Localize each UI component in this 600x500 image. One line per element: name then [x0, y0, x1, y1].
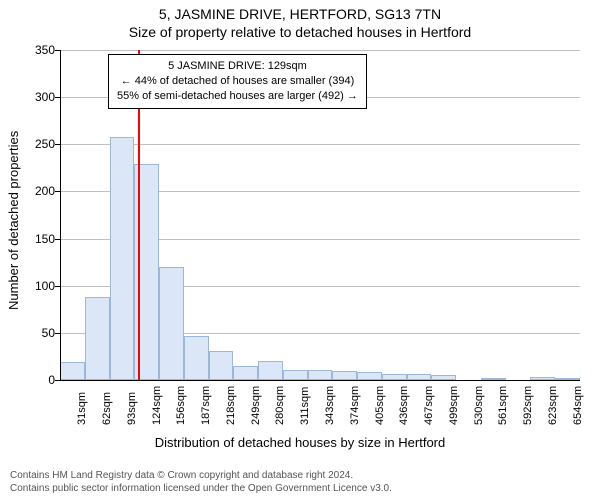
histogram-bar: [308, 370, 333, 380]
histogram-bar: [184, 336, 209, 380]
histogram-bar: [60, 362, 85, 380]
footer-line-1: Contains HM Land Registry data © Crown c…: [0, 470, 600, 481]
x-tick-label: 249sqm: [250, 386, 262, 425]
x-tick-label: 499sqm: [448, 386, 460, 425]
histogram-bar: [357, 372, 382, 380]
x-tick-label: 218sqm: [225, 386, 237, 425]
x-axis-label: Distribution of detached houses by size …: [0, 435, 600, 450]
x-tick-label: 592sqm: [522, 386, 534, 425]
x-tick-label: 654sqm: [572, 386, 584, 425]
histogram-bar: [85, 297, 110, 380]
x-tick-label: 62sqm: [101, 392, 113, 425]
x-tick-label: 374sqm: [349, 386, 361, 425]
annotation-box: 5 JASMINE DRIVE: 129sqm← 44% of detached…: [108, 54, 367, 109]
y-tick-label: 0: [15, 373, 55, 387]
x-tick-label: 623sqm: [547, 386, 559, 425]
chart-title: 5, JASMINE DRIVE, HERTFORD, SG13 7TN: [0, 6, 600, 22]
x-tick-label: 156sqm: [175, 386, 187, 425]
y-tick-label: 350: [15, 43, 55, 57]
y-axis-line: [60, 50, 61, 380]
histogram-bar: [209, 351, 234, 380]
annotation-line: ← 44% of detached of houses are smaller …: [117, 74, 358, 89]
x-axis-line: [60, 380, 580, 381]
x-tick-label: 31sqm: [76, 392, 88, 425]
x-tick-label: 530sqm: [473, 386, 485, 425]
histogram-bar: [233, 366, 258, 380]
chart-container: 5, JASMINE DRIVE, HERTFORD, SG13 7TN Siz…: [0, 0, 600, 500]
histogram-bar: [159, 267, 184, 380]
x-tick-label: 124sqm: [151, 386, 163, 425]
y-tick-label: 50: [15, 326, 55, 340]
y-tick-label: 200: [15, 184, 55, 198]
x-tick-label: 311sqm: [299, 387, 311, 425]
annotation-line: 5 JASMINE DRIVE: 129sqm: [117, 59, 358, 74]
histogram-bar: [332, 371, 357, 380]
footer-line-2: Contains public sector information licen…: [0, 483, 600, 494]
x-tick-label: 436sqm: [398, 386, 410, 425]
x-tick-label: 343sqm: [324, 386, 336, 425]
histogram-bar: [283, 370, 308, 380]
y-tick-label: 150: [15, 232, 55, 246]
histogram-bar: [110, 137, 135, 380]
annotation-line: 55% of semi-detached houses are larger (…: [117, 89, 358, 104]
y-tick-label: 250: [15, 137, 55, 151]
x-tick-label: 467sqm: [423, 386, 435, 425]
x-tick-label: 187sqm: [200, 386, 212, 425]
x-tick-label: 561sqm: [497, 386, 509, 425]
x-tick-label: 93sqm: [126, 392, 138, 425]
chart-subtitle: Size of property relative to detached ho…: [0, 24, 600, 40]
x-tick-label: 405sqm: [374, 386, 386, 425]
y-tick-label: 300: [15, 90, 55, 104]
y-tick-label: 100: [15, 279, 55, 293]
histogram-bar: [258, 361, 283, 380]
x-tick-label: 280sqm: [274, 386, 286, 425]
